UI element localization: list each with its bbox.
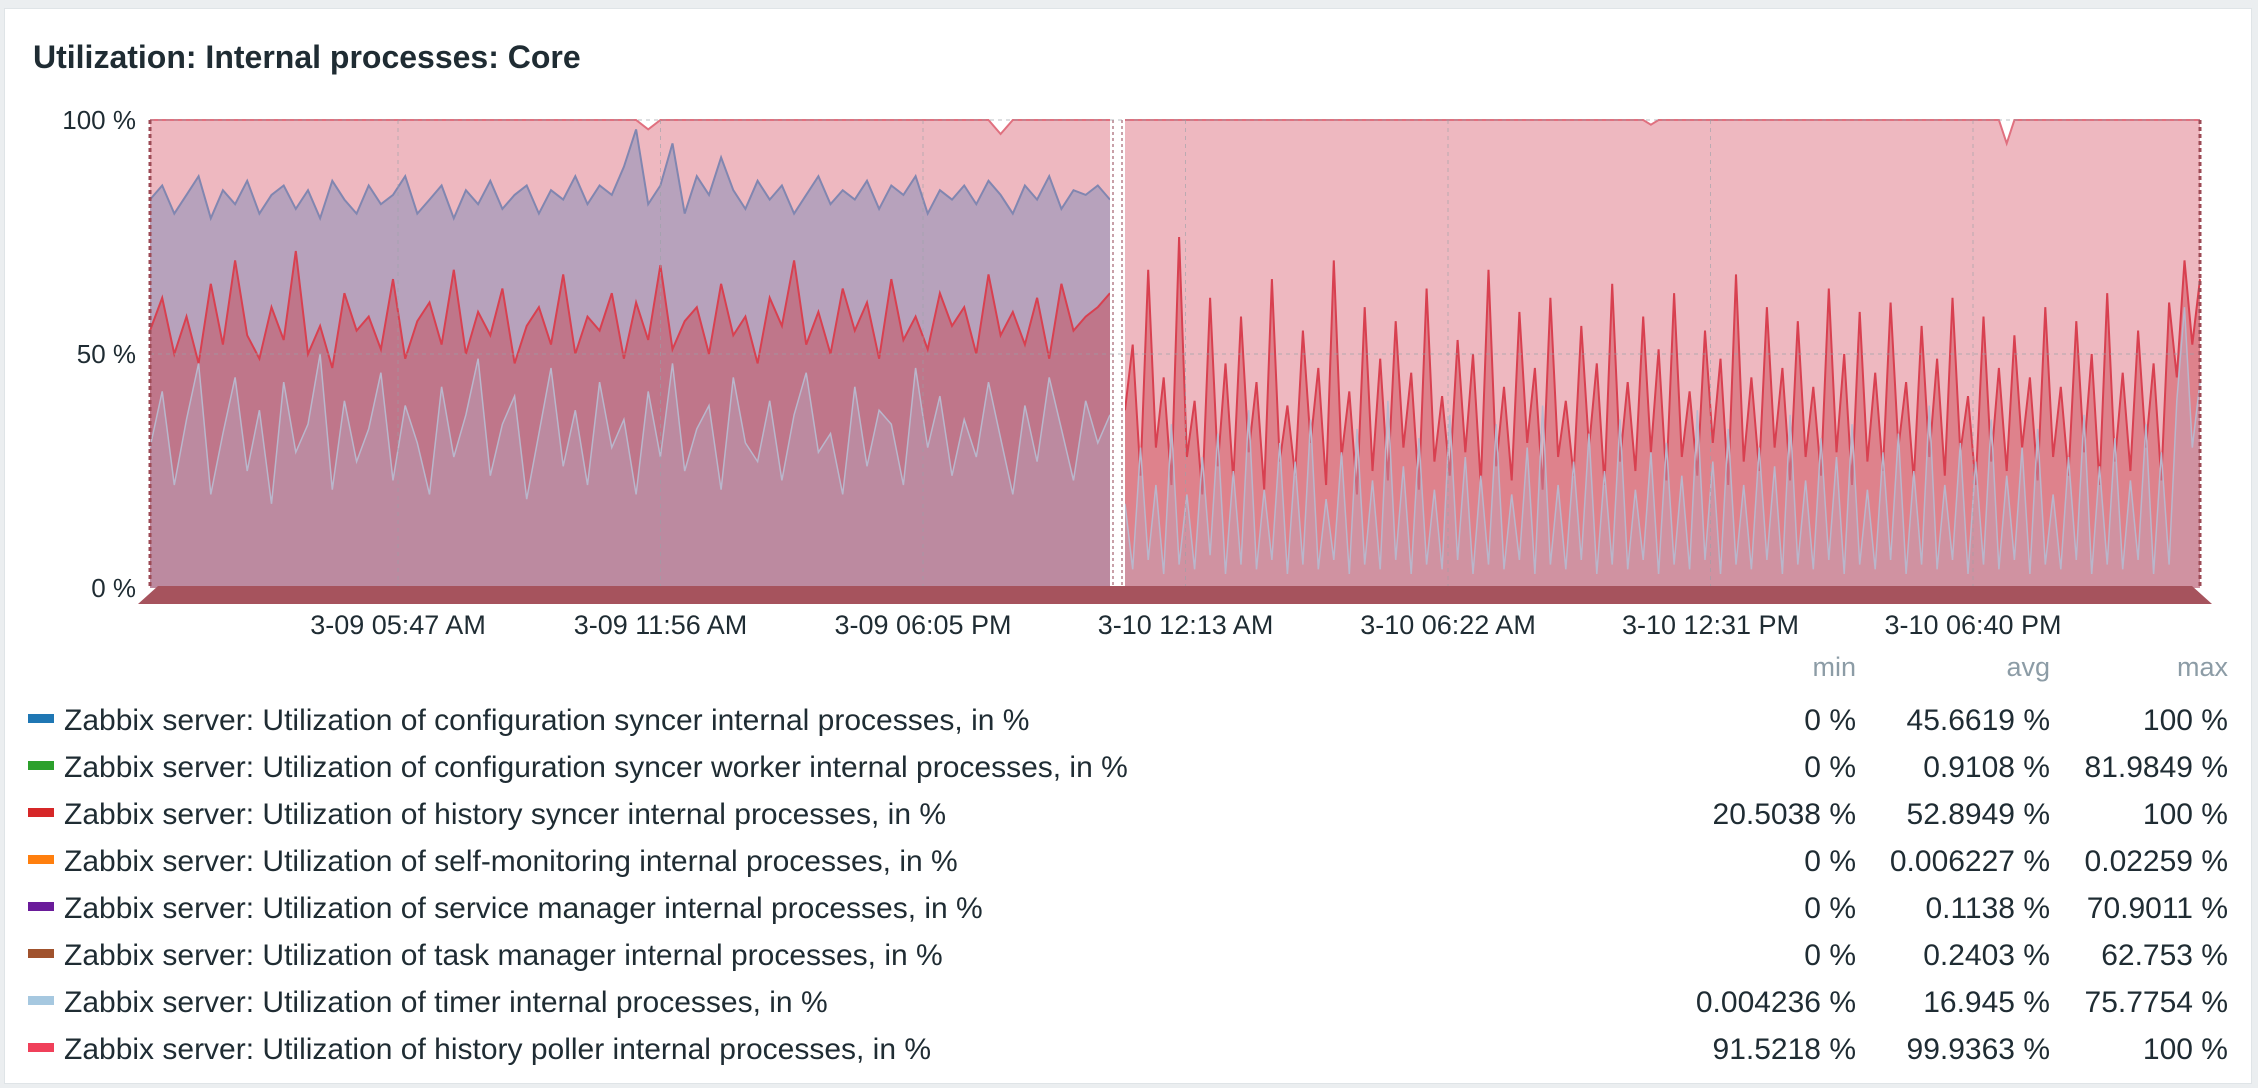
x-tick-label: 3-09 11:56 AM	[574, 610, 748, 640]
legend-item: Zabbix server: Utilization of configurat…	[0, 745, 2248, 791]
axis-layer: 0 % 50 % 100 % 3-09 05:47 AM 3-09 11:56 AM 3-…	[62, 105, 2212, 640]
x-tick-label: 3-10 12:13 AM	[1098, 610, 1274, 640]
time-band	[138, 586, 2212, 604]
legend-item-name: Zabbix server: Utilization of timer inte…	[64, 986, 828, 1019]
legend-item-min: 20.5038 %	[1712, 798, 1856, 831]
legend-item: Zabbix server: Utilization of task manag…	[0, 933, 2248, 979]
y-tick-label: 0 %	[91, 573, 136, 603]
legend-item: Zabbix server: Utilization of history sy…	[0, 792, 2248, 838]
legend-item-max: 0.02259 %	[2084, 845, 2228, 878]
legend-swatch	[28, 855, 54, 864]
legend-item: Zabbix server: Utilization of history po…	[0, 1027, 2248, 1073]
legend-item-name: Zabbix server: Utilization of configurat…	[64, 704, 1030, 737]
legend-item-max: 100 %	[2142, 1033, 2228, 1066]
legend-item-min: 0.004236 %	[1695, 986, 1856, 1019]
series-area	[150, 354, 1110, 588]
legend-swatch	[28, 714, 54, 723]
legend-item-avg: 52.8949 %	[1906, 798, 2050, 831]
legend-item-name: Zabbix server: Utilization of history po…	[64, 1033, 932, 1066]
legend-item-name: Zabbix server: Utilization of service ma…	[64, 892, 983, 925]
legend-item-max: 81.9849 %	[2084, 751, 2228, 784]
legend-swatch	[28, 1043, 54, 1052]
legend-item-name: Zabbix server: Utilization of task manag…	[64, 939, 943, 972]
widget-title: Utilization: Internal processes: Core	[33, 39, 581, 75]
legend-item-name: Zabbix server: Utilization of history sy…	[64, 798, 947, 831]
legend-item-max: 70.9011 %	[2086, 892, 2228, 925]
x-tick-label: 3-09 05:47 AM	[310, 610, 486, 640]
y-tick-label: 50 %	[77, 339, 136, 369]
legend-swatch	[28, 902, 54, 911]
series-area	[1125, 237, 2200, 588]
series	[149, 307, 2201, 588]
legend-item-name: Zabbix server: Utilization of self-monit…	[64, 845, 958, 878]
legend-item-min: 91.5218 %	[1712, 1033, 1856, 1066]
series-line	[1124, 307, 2201, 575]
legend-item-max: 100 %	[2142, 704, 2228, 737]
plot-area	[149, 119, 2201, 588]
legend-item-avg: 0.1138 %	[1925, 892, 2050, 925]
series	[149, 236, 2201, 588]
legend-item-name: Zabbix server: Utilization of configurat…	[64, 751, 1128, 784]
series-area	[150, 129, 1110, 588]
legend-item: Zabbix server: Utilization of service ma…	[0, 886, 2248, 932]
legend-item: Zabbix server: Utilization of timer inte…	[0, 980, 2248, 1026]
legend-header-avg: avg	[2006, 652, 2050, 682]
x-tick-label: 3-10 06:40 PM	[1884, 610, 2061, 640]
legend-item-min: 0 %	[1804, 939, 1856, 972]
series-line	[149, 250, 1111, 369]
series-line	[1124, 236, 2201, 495]
series-line	[149, 129, 1111, 222]
x-tick-label: 3-10 12:31 PM	[1622, 610, 1799, 640]
series-area	[1125, 307, 2200, 588]
legend-swatch	[28, 996, 54, 1005]
legend-header-max: max	[2176, 652, 2228, 682]
legend-header-min: min	[1812, 652, 1856, 682]
time-band-gap	[1098, 586, 1139, 604]
legend-item-min: 0 %	[1804, 845, 1856, 878]
x-tick-label: 3-09 06:05 PM	[834, 610, 1011, 640]
legend-item-avg: 99.9363 %	[1906, 1033, 2050, 1066]
legend-item-min: 0 %	[1804, 751, 1856, 784]
series	[149, 129, 1111, 588]
legend-item-avg: 0.006227 %	[1889, 845, 2050, 878]
legend-swatch	[28, 949, 54, 958]
legend-item: Zabbix server: Utilization of self-monit…	[0, 839, 2248, 885]
x-tick-label: 3-10 06:22 AM	[1360, 610, 1536, 640]
legend-item: Zabbix server: Utilization of configurat…	[0, 698, 2248, 744]
legend-item-avg: 0.9108 %	[1923, 751, 2050, 784]
legend-item-max: 100 %	[2142, 798, 2228, 831]
legend-item-avg: 45.6619 %	[1906, 704, 2050, 737]
legend-item-max: 75.7754 %	[2084, 986, 2228, 1019]
legend-swatch	[28, 808, 54, 817]
legend-swatch	[28, 761, 54, 770]
legend-item-avg: 0.2403 %	[1923, 939, 2050, 972]
legend-item-min: 0 %	[1804, 704, 1856, 737]
series-area	[150, 251, 1110, 588]
legend-item-max: 62.753 %	[2101, 939, 2228, 972]
y-tick-label: 100 %	[62, 105, 136, 135]
legend-item-avg: 16.945 %	[1923, 986, 2050, 1019]
legend-item-min: 0 %	[1804, 892, 1856, 925]
series-line	[149, 353, 1111, 504]
